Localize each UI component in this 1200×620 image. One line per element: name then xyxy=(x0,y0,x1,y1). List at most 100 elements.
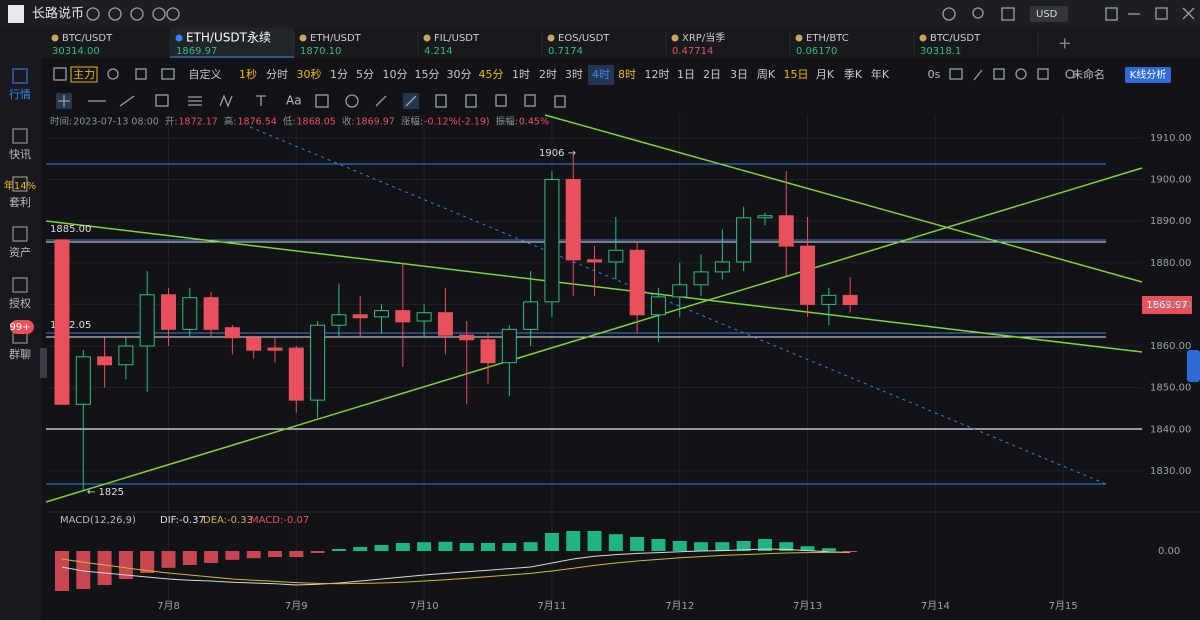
macd-bar xyxy=(779,542,794,551)
candle-body xyxy=(672,284,688,298)
sidebar-label[interactable]: 资产 xyxy=(9,245,31,259)
candle-body xyxy=(97,356,113,366)
tab-name[interactable]: ETH/USDT xyxy=(310,33,362,44)
layout-name[interactable]: 未命名 xyxy=(1072,67,1105,81)
y-tick-label: 1900.00 xyxy=(1150,175,1191,186)
badge: 年14% xyxy=(4,179,36,192)
period-box[interactable] xyxy=(70,66,98,83)
tab-price: 1869.97 xyxy=(176,46,217,57)
dif-label: DIF:-0.37 xyxy=(160,515,205,526)
tab-name[interactable]: ETH/BTC xyxy=(806,33,849,44)
window-controls[interactable] xyxy=(1105,7,1195,21)
candle-body xyxy=(310,324,326,401)
tab-icon xyxy=(919,34,927,42)
period[interactable]: 3日 xyxy=(730,68,748,81)
x-tick-label: 7月14 xyxy=(921,600,950,612)
analysis-button[interactable] xyxy=(1125,67,1171,83)
sidebar-icon[interactable] xyxy=(12,277,28,293)
macd-bar xyxy=(140,551,155,573)
period[interactable]: 1时 xyxy=(512,68,530,81)
info-value: 1872.17 xyxy=(179,117,218,128)
low-annotation: ← 1825 xyxy=(87,487,124,498)
tab-price: 30318.1 xyxy=(920,46,961,57)
macd-bar xyxy=(182,551,197,565)
macd-bar xyxy=(246,551,261,559)
period[interactable]: 10分 xyxy=(383,68,408,81)
period[interactable]: 2时 xyxy=(539,68,557,81)
period[interactable]: 1分 xyxy=(330,68,348,81)
x-tick-label: 7月11 xyxy=(537,600,566,612)
period[interactable]: 季K xyxy=(844,68,863,81)
period[interactable]: 15分 xyxy=(415,68,440,81)
x-tick-label: 7月12 xyxy=(665,600,694,612)
period[interactable]: 1日 xyxy=(677,68,695,81)
period[interactable]: 3时 xyxy=(565,68,583,81)
add-tab[interactable]: + xyxy=(1058,34,1071,53)
tab-icon xyxy=(299,34,307,42)
sidebar-label[interactable]: 授权 xyxy=(9,296,31,310)
period[interactable]: 8时 xyxy=(618,68,636,81)
tab-name[interactable]: EOS/USDT xyxy=(558,33,610,44)
sidebar-icon[interactable] xyxy=(12,226,28,242)
sidebar-label[interactable]: 套利 xyxy=(9,196,31,209)
currency-select[interactable] xyxy=(1030,6,1068,22)
period[interactable]: 自定义 xyxy=(189,67,222,81)
period[interactable]: 45分 xyxy=(479,68,504,81)
info-label: 开: xyxy=(165,117,178,128)
macd-bar xyxy=(694,542,709,551)
active-tab[interactable] xyxy=(170,28,294,58)
currency[interactable]: USD xyxy=(1036,9,1058,20)
tab-name[interactable]: ETH/USDT永续 xyxy=(186,31,271,45)
y-tick-label: 1860.00 xyxy=(1150,341,1191,352)
period[interactable]: 月K xyxy=(816,68,835,81)
macd-bar xyxy=(97,551,112,585)
tab-icon xyxy=(795,34,803,42)
badge: 99+ xyxy=(9,322,30,333)
candle-body xyxy=(693,271,709,286)
period[interactable]: 1秒 xyxy=(239,67,257,81)
info-value: 1869.97 xyxy=(356,117,395,128)
title-bar xyxy=(0,0,1200,28)
candle-body xyxy=(544,179,560,303)
panel-toggle[interactable] xyxy=(1187,350,1200,382)
drawing-tools[interactable] xyxy=(56,93,566,109)
candle-body xyxy=(800,245,816,305)
macd-bar xyxy=(161,551,176,568)
period[interactable]: 15日 xyxy=(784,68,809,81)
period[interactable]: 30分 xyxy=(447,68,472,81)
period[interactable]: 4时 xyxy=(592,68,610,81)
period[interactable]: 周K xyxy=(757,68,776,81)
x-tick-label: 7月13 xyxy=(793,600,822,612)
tab-name[interactable]: FIL/USDT xyxy=(434,33,480,44)
analysis-label[interactable]: K线分析 xyxy=(1130,68,1167,81)
period[interactable]: 主力 xyxy=(73,68,95,81)
sidebar-label[interactable]: 快讯 xyxy=(9,148,31,161)
text-tool[interactable]: Aa xyxy=(286,94,302,108)
period[interactable]: 12时 xyxy=(645,68,670,81)
sidebar-icon[interactable] xyxy=(12,68,28,84)
active-period[interactable] xyxy=(588,65,614,85)
macd-bar xyxy=(76,551,91,589)
dea-label: DEA:-0.33 xyxy=(203,515,253,526)
sidebar-icon[interactable] xyxy=(12,128,28,144)
timer[interactable]: 0s xyxy=(928,68,941,81)
period[interactable]: 5分 xyxy=(356,68,374,81)
sidebar-icon[interactable] xyxy=(12,176,28,192)
macd-bar xyxy=(757,539,772,551)
period[interactable]: 分时 xyxy=(266,68,288,81)
tab-name[interactable]: XRP/当季 xyxy=(682,31,725,44)
sidebar-label[interactable]: 群聊 xyxy=(9,347,31,361)
macd-bar xyxy=(438,541,453,551)
period[interactable]: 2日 xyxy=(703,68,721,81)
macd-bar xyxy=(481,543,496,551)
toolbar-icons[interactable] xyxy=(53,67,1075,81)
sidebar-label[interactable]: 行情 xyxy=(9,88,31,101)
candle-body xyxy=(374,310,390,318)
candle-body xyxy=(352,314,368,319)
macd-bar xyxy=(395,543,410,551)
period[interactable]: 30秒 xyxy=(297,67,322,81)
tab-name[interactable]: BTC/USDT xyxy=(930,33,981,44)
period[interactable]: 年K xyxy=(871,67,890,81)
sidebar-toggle[interactable] xyxy=(40,348,47,378)
tab-name[interactable]: BTC/USDT xyxy=(62,33,113,44)
